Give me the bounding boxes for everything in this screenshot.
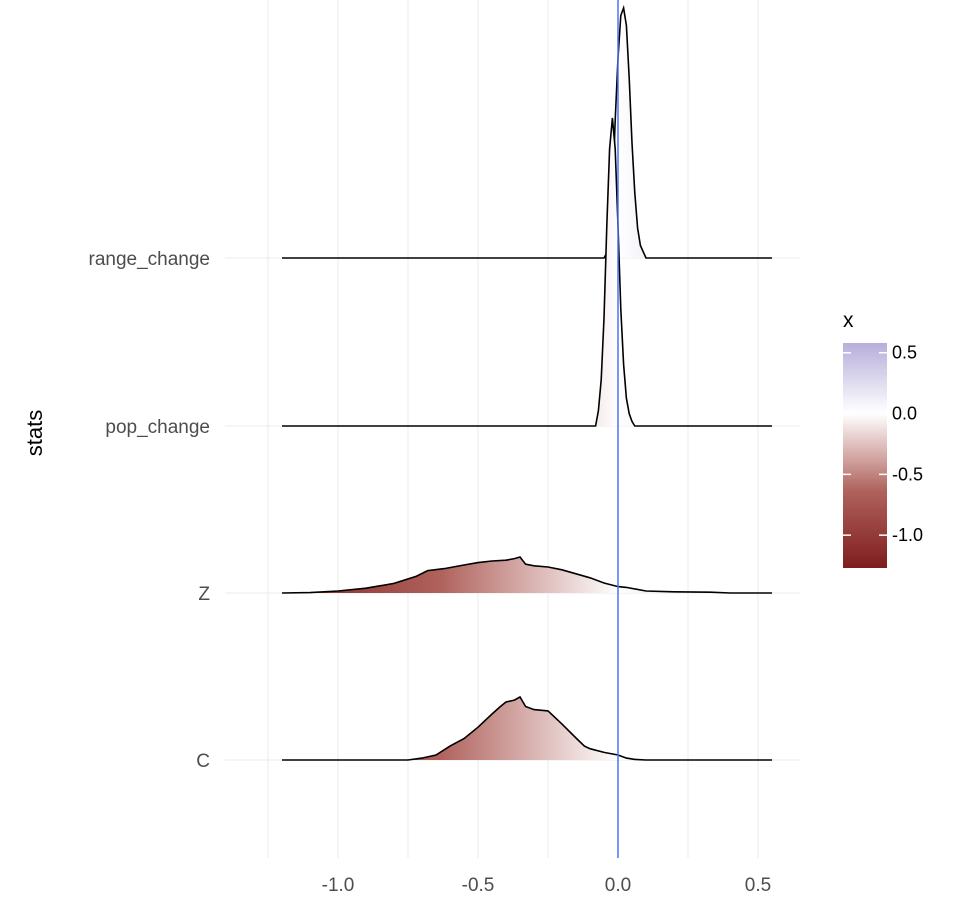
y-tick-label: pop_change — [105, 417, 210, 438]
legend-ticks: 0.5 0.0 -0.5 -1.0 — [843, 343, 923, 545]
ridge-fill-pop_change — [282, 118, 772, 426]
legend-tick-label: 0.0 — [892, 404, 917, 424]
ridge-fill-range_change — [282, 8, 772, 258]
ridge-fill-Z — [282, 557, 772, 593]
y-tick-label: C — [196, 751, 210, 772]
color-legend: x 0.5 0.0 -0.5 -1.0 — [843, 309, 923, 568]
y-tick-label: Z — [198, 584, 210, 605]
legend-tick-label: 0.5 — [892, 343, 917, 363]
y-tick-label: range_change — [89, 249, 211, 270]
x-tick-label: 0.5 — [745, 875, 771, 896]
ridge-fill-C — [282, 697, 772, 760]
legend-tick-label: -0.5 — [892, 464, 923, 484]
x-axis-tick-labels: -1.0 -0.5 0.0 0.5 — [322, 875, 772, 896]
y-axis-title: stats — [22, 410, 47, 456]
ridge-line-range_change — [282, 4, 772, 259]
ridge-line-pop_change — [282, 117, 772, 427]
legend-colorbar — [843, 343, 887, 568]
x-tick-label: -1.0 — [322, 875, 355, 896]
y-axis-tick-labels: range_change pop_change Z C — [89, 249, 211, 772]
legend-title: x — [843, 309, 854, 332]
legend-tick-label: -1.0 — [892, 525, 923, 545]
ridge-line-Z — [281, 556, 772, 594]
x-tick-label: 0.0 — [605, 875, 631, 896]
horizontal-gridlines — [225, 257, 800, 761]
x-tick-label: -0.5 — [462, 875, 495, 896]
ridges — [281, 4, 772, 761]
